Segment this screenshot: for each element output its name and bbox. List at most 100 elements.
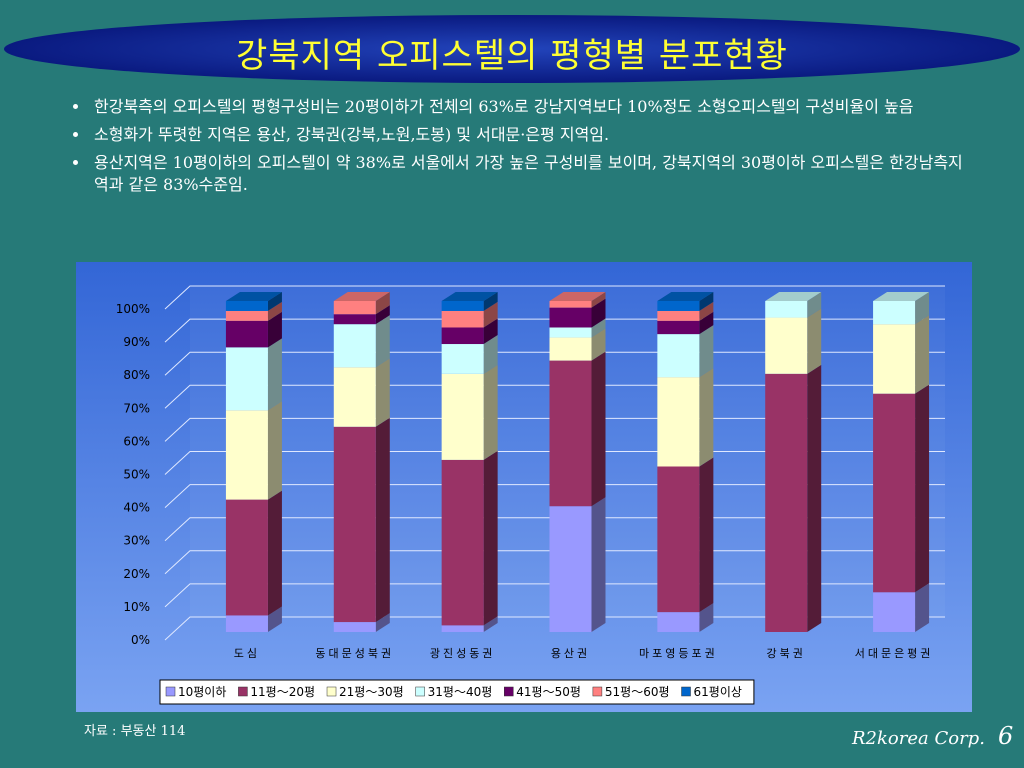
y-tick-label: 100% <box>116 302 150 316</box>
bar-side <box>267 490 282 616</box>
bar-segment <box>549 301 592 308</box>
legend-swatch <box>415 686 425 697</box>
bar-side <box>375 613 390 632</box>
bar-top <box>873 292 930 301</box>
bar-side <box>483 616 498 632</box>
bar-segment <box>873 301 916 325</box>
bar-segment <box>225 410 268 500</box>
y-tick-label: 80% <box>123 368 150 382</box>
bar-side <box>699 311 714 335</box>
bar-top <box>225 292 282 301</box>
x-tick-label: 도심 <box>234 647 260 660</box>
bar-side <box>267 311 282 348</box>
bar-segment <box>657 612 700 632</box>
bar-segment <box>333 301 376 315</box>
bar-segment <box>873 393 916 593</box>
bar-segment <box>765 301 808 318</box>
bar-side <box>591 292 606 308</box>
bar-segment <box>441 310 484 328</box>
bar-segment <box>873 592 916 632</box>
bar-side <box>375 315 390 368</box>
bullet: 소형화가 뚜렷한 지역은 용산, 강북권(강북,노원,도봉) 및 서대문·은평 … <box>90 124 975 146</box>
legend-swatch <box>504 686 514 697</box>
bar-side <box>807 308 822 374</box>
bar-segment <box>225 320 268 348</box>
x-tick-label: 강북권 <box>767 647 806 660</box>
page-number: 6 <box>998 722 1014 750</box>
bar-segment <box>765 317 808 374</box>
bar-segment <box>441 625 484 632</box>
bar-top <box>549 292 606 301</box>
bar-segment <box>333 324 376 368</box>
x-tick-label: 마포영등포권 <box>639 647 718 660</box>
legend-label: 41평～50평 <box>516 685 581 699</box>
bar-segment <box>333 426 376 623</box>
bar-side <box>267 606 282 632</box>
bar-side <box>699 292 714 311</box>
bar-side <box>483 364 498 460</box>
bar-segment <box>441 301 484 311</box>
grid-line <box>164 285 945 310</box>
legend-label: 61평이상 <box>694 685 742 699</box>
bar-segment <box>657 377 700 467</box>
bar-side <box>591 351 606 507</box>
bullet-list: 한강북측의 오피스텔의 평형구성비는 20평이하가 전체의 63%로 강남지역보… <box>72 96 975 202</box>
bar-side <box>375 292 390 315</box>
y-tick-label: 70% <box>123 401 150 415</box>
bar-side <box>375 417 390 623</box>
y-tick-label: 0% <box>131 633 150 647</box>
legend-swatch <box>592 686 603 697</box>
bar-side <box>807 292 822 318</box>
bar-segment <box>657 334 700 378</box>
bar-segment <box>225 310 268 321</box>
bar-side <box>267 338 282 411</box>
bar-side <box>483 292 498 311</box>
x-tick-label: 용산권 <box>551 647 590 660</box>
bar-segment <box>333 314 376 325</box>
bar-segment <box>225 347 268 411</box>
title-banner: 강북지역 오피스텔의 평형별 분포현황 <box>2 14 1022 84</box>
legend-label: 31평～40평 <box>428 685 493 699</box>
legend-swatch <box>326 686 337 697</box>
bar-segment <box>873 324 916 394</box>
bar-segment <box>549 307 592 328</box>
bar-segment <box>441 327 484 345</box>
bar-segment <box>333 367 376 427</box>
x-tick-label: 광진성동권 <box>430 647 496 660</box>
y-tick-label: 40% <box>123 501 150 515</box>
bar-side <box>483 301 498 328</box>
legend-label: 21평～30평 <box>339 685 404 699</box>
bar-segment <box>549 327 592 338</box>
y-tick-label: 10% <box>123 600 150 614</box>
bar-top <box>441 292 498 301</box>
y-tick-label: 20% <box>123 567 150 581</box>
bar-segment <box>657 466 700 613</box>
bar-segment <box>657 310 700 321</box>
bullet: 용산지역은 10평이하의 오피스텔이 약 38%로 서울에서 가장 높은 구성비… <box>90 152 975 196</box>
bar-top <box>765 292 822 301</box>
bar-segment <box>549 337 592 361</box>
source-note: 자료 : 부동산 114 <box>84 724 186 739</box>
y-tick-label: 90% <box>123 335 150 349</box>
title-ellipse <box>4 15 1020 83</box>
y-tick-label: 30% <box>123 534 150 548</box>
bar-side <box>915 384 930 593</box>
legend-swatch <box>165 686 176 697</box>
bar-side <box>915 292 930 325</box>
bar-side <box>483 335 498 374</box>
x-tick-label: 서대문은평권 <box>855 647 934 660</box>
bar-side <box>699 325 714 378</box>
legend-swatch <box>681 686 691 697</box>
chart-panel <box>76 262 972 712</box>
legend: 10평이하 11평～20평 21평～30평 31평～40평 41평～50평 51평～60평… <box>165 685 742 699</box>
legend-label: 11평～20평 <box>250 685 315 699</box>
bar-side <box>807 364 822 632</box>
bar-side <box>483 450 498 626</box>
bar-side <box>375 358 390 427</box>
bar-side <box>699 368 714 467</box>
bar-side <box>699 603 714 632</box>
bar-side <box>267 292 282 311</box>
bullet: 한강북측의 오피스텔의 평형구성비는 20평이하가 전체의 63%로 강남지역보… <box>90 96 975 118</box>
bar-side <box>591 497 606 632</box>
